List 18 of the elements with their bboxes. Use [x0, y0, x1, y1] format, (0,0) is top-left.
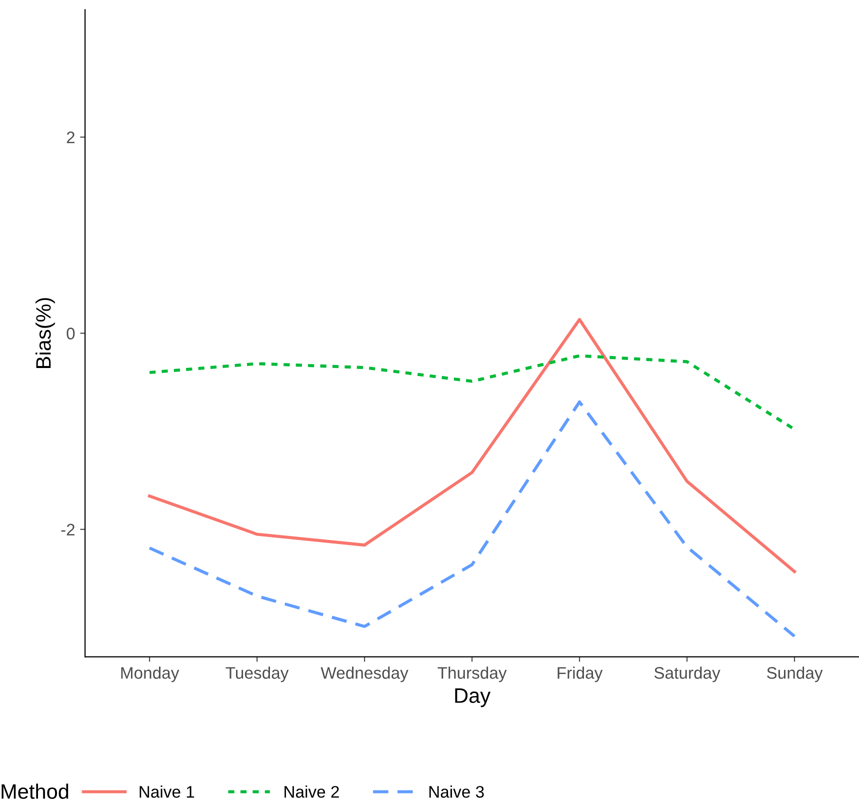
- x-axis-title: Day: [455, 688, 491, 708]
- legend-title: Method: [2, 784, 68, 799]
- y-tick-label: -2: [61, 524, 74, 536]
- x-tick-label: Sunday: [767, 666, 823, 682]
- legend-label: Naive 3: [429, 786, 484, 798]
- y-tick-label: 2: [66, 132, 74, 144]
- x-tick-label: Friday: [558, 666, 603, 682]
- x-tick-label: Wednesday: [320, 666, 408, 682]
- x-tick-label: Monday: [121, 666, 180, 682]
- y-axis-title: Bias(%): [36, 298, 55, 368]
- x-tick-label: Tuesday: [226, 666, 289, 682]
- x-tick-label: Saturday: [654, 666, 720, 682]
- y-tick-label: 0: [66, 328, 75, 340]
- line-series: [148, 318, 796, 574]
- legend-label: Naive 2: [284, 786, 339, 798]
- x-tick-label: Thursday: [438, 666, 507, 682]
- line-series: [148, 400, 796, 638]
- legend-label: Naive 1: [140, 786, 194, 798]
